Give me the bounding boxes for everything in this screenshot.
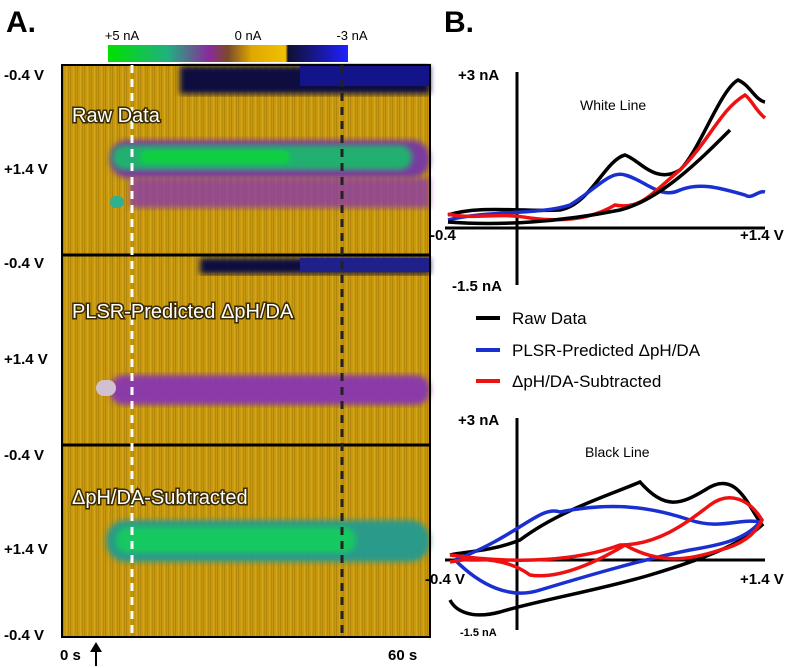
heatmaps [61,64,431,638]
y-label: +3 nA [458,412,499,429]
stim-arrow [90,642,102,666]
y-label: +3 nA [458,67,499,84]
panel-label: B. [444,6,474,39]
y-label: +1.4 V [4,161,48,178]
x-label: -0.4 [430,227,457,244]
x-label: +1.4 V [740,571,784,588]
plot-title: Black Line [585,444,650,460]
y-label: -0.4 V [4,255,44,272]
colorbar [108,45,348,62]
plot-title: PLSR-Predicted ΔpH/DA [72,301,294,323]
y-label: -1.5 nA [452,278,502,295]
x-label: -0.4 V [425,571,465,588]
y-label: -1.5 nA [460,627,497,639]
x-label: 60 s [388,647,417,664]
cv-traces [447,78,767,226]
legend-label: Raw Data [512,309,587,328]
legend-label: ΔpH/DA-Subtracted [512,372,661,391]
plot-title: Raw Data [72,105,161,127]
y-label: +1.4 V [4,541,48,558]
panel-label: A. [6,6,36,39]
colorbar-label: 0 nA [235,28,262,43]
colorbar-label: +5 nA [105,28,140,43]
cv-traces [448,479,765,617]
x-label: +1.4 V [740,227,784,244]
legend: Raw Data PLSR-Predicted ΔpH/DA ΔpH/DA-Su… [476,309,701,391]
x-label: 0 s [60,647,81,664]
y-label: -0.4 V [4,447,44,464]
y-label: +1.4 V [4,351,48,368]
y-label: -0.4 V [4,67,44,84]
legend-label: PLSR-Predicted ΔpH/DA [512,341,701,360]
plot-title: ΔpH/DA-Subtracted [72,487,248,509]
y-label: -0.4 V [4,627,44,644]
cv-axes [445,72,765,285]
plot-title: White Line [580,97,646,113]
colorbar-label: -3 nA [336,28,367,43]
